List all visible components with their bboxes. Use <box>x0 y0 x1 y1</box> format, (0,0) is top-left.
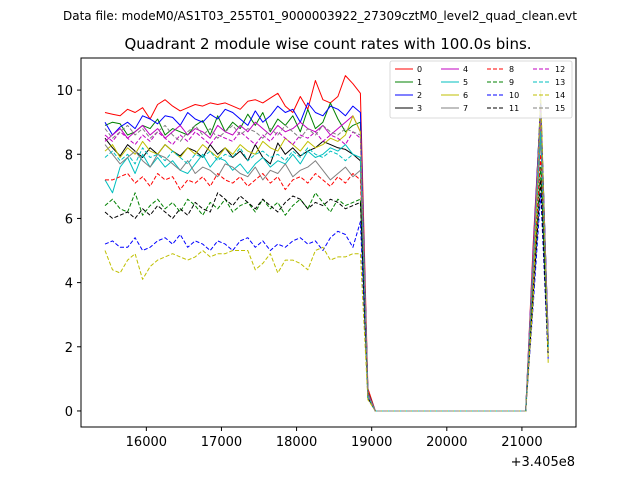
y-tick-label: 2 <box>65 341 73 356</box>
legend-label-7: 7 <box>463 104 468 113</box>
legend-label-8: 8 <box>509 65 514 74</box>
legend-label-15: 15 <box>555 104 565 113</box>
x-tick-label: 21000 <box>501 435 542 450</box>
legend-label-6: 6 <box>463 91 468 100</box>
x-axis: 16000 17000 18000 19000 20000 21000 <box>126 427 543 450</box>
series-9-line <box>104 166 549 412</box>
legend-label-13: 13 <box>555 78 565 87</box>
legend-label-2: 2 <box>417 91 422 100</box>
legend-label-1: 1 <box>417 78 422 87</box>
legend-box <box>389 60 573 119</box>
y-tick-label: 6 <box>65 212 73 227</box>
legend-label-10: 10 <box>509 91 519 100</box>
y-tick-label: 10 <box>56 84 73 99</box>
y-axis: 0 2 4 6 8 10 <box>56 84 81 420</box>
chart-title: Quadrant 2 module wise count rates with … <box>124 35 531 53</box>
plot-lines <box>104 75 549 412</box>
x-tick-label: 20000 <box>426 435 467 450</box>
x-tick-label: 18000 <box>276 435 317 450</box>
series-15-line <box>104 112 549 412</box>
y-tick-label: 8 <box>65 148 73 163</box>
x-tick-label: 19000 <box>351 435 392 450</box>
series-10-line <box>104 192 549 412</box>
legend-label-11: 11 <box>509 104 519 113</box>
y-tick-label: 4 <box>65 277 73 292</box>
x-tick-label: 17000 <box>201 435 242 450</box>
legend-label-5: 5 <box>463 78 468 87</box>
legend-label-12: 12 <box>555 65 565 74</box>
x-offset-label: +3.405e8 <box>511 455 575 470</box>
legend-label-14: 14 <box>555 91 565 100</box>
figure-suptitle: Data file: modeM0/AS1T03_255T01_90000039… <box>63 9 577 23</box>
legend-label-4: 4 <box>463 65 468 74</box>
plot-frame <box>80 57 577 428</box>
legend-label-9: 9 <box>509 78 514 87</box>
legend-label-3: 3 <box>417 104 422 113</box>
legend-label-0: 0 <box>417 65 422 74</box>
y-tick-label: 0 <box>65 405 73 420</box>
x-tick-label: 16000 <box>126 435 167 450</box>
